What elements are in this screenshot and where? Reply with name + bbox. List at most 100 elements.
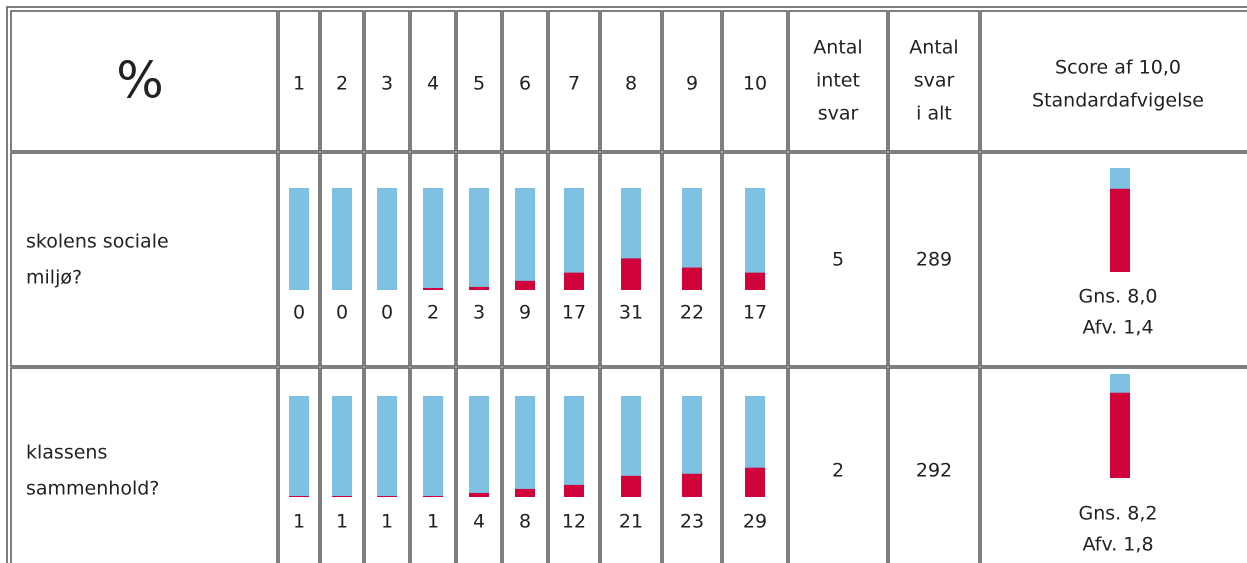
value-label: 1: [293, 511, 305, 533]
cell-border: [548, 10, 600, 152]
bar-bg: [423, 396, 443, 497]
scale-label: 8: [625, 73, 637, 95]
value-label: 1: [336, 511, 348, 533]
bar-bg: [289, 188, 309, 290]
value-label: 21: [619, 511, 643, 533]
cell-border: [548, 367, 600, 563]
value-label: 4: [473, 511, 485, 533]
score-bar: [1110, 188, 1130, 272]
scale-label: 7: [568, 73, 580, 95]
col-header: svar: [914, 70, 955, 92]
cell-border: [888, 10, 980, 152]
cell-border: [788, 367, 888, 563]
bar-bg: [515, 396, 535, 497]
row-label: klassens: [26, 442, 107, 464]
total: 292: [916, 460, 952, 482]
cell-border: [722, 10, 788, 152]
bar-bg: [469, 188, 489, 290]
cell-border: [410, 10, 456, 152]
value-label: 2: [427, 302, 439, 324]
value-label: 22: [680, 302, 704, 324]
bar-bg: [332, 188, 352, 290]
cell-border: [888, 367, 980, 563]
bar: [377, 495, 397, 497]
value-label: 31: [619, 302, 643, 324]
scale-label: 2: [336, 73, 348, 95]
bar: [682, 267, 702, 290]
value-label: 17: [743, 302, 767, 324]
cell-border: [278, 367, 320, 563]
no-answer: 2: [832, 460, 844, 482]
value-label: 12: [562, 511, 586, 533]
cell-border: [456, 152, 502, 367]
cell-border: [320, 152, 364, 367]
cell-border: [10, 10, 278, 152]
bar: [423, 287, 443, 290]
row-label: sammenhold?: [26, 478, 159, 500]
value-label: 17: [562, 302, 586, 324]
bar: [564, 272, 584, 290]
value-label: 0: [381, 302, 393, 324]
cell-border: [662, 152, 722, 367]
scale-label: 3: [381, 73, 393, 95]
bar-bg: [621, 396, 641, 497]
col-header: Score af 10,0: [1055, 57, 1181, 79]
col-header: Standardafvigelse: [1032, 90, 1204, 112]
cell-border: [788, 10, 888, 152]
bar: [515, 488, 535, 497]
scale-label: 1: [293, 73, 305, 95]
total: 289: [916, 249, 952, 271]
score-bar: [1110, 392, 1130, 478]
scale-label: 4: [427, 73, 439, 95]
scale-label: 6: [519, 73, 531, 95]
bar: [745, 467, 765, 497]
bar: [564, 484, 584, 497]
cell-border: [410, 152, 456, 367]
cell-border: [364, 367, 410, 563]
bar-bg: [332, 396, 352, 497]
col-header: Antal: [813, 37, 862, 59]
value-label: 0: [336, 302, 348, 324]
value-label: 3: [473, 302, 485, 324]
cell-border: [888, 152, 980, 367]
col-header: i alt: [916, 103, 952, 125]
value-label: 29: [743, 511, 767, 533]
bar-bg: [564, 396, 584, 497]
cell-border: [600, 367, 662, 563]
cell-border: [320, 10, 364, 152]
cell-border: [548, 152, 600, 367]
cell-border: [364, 152, 410, 367]
bar-bg: [289, 396, 309, 497]
bar-bg: [682, 396, 702, 497]
cell-border: [456, 367, 502, 563]
bar: [289, 495, 309, 497]
col-header: intet: [816, 70, 860, 92]
bar-bg: [564, 188, 584, 290]
cell-border: [980, 10, 1247, 152]
outer-border: [6, 6, 1247, 563]
cell-border: [502, 10, 548, 152]
cell-border: [10, 367, 278, 563]
cell-border: [980, 152, 1247, 367]
bar: [332, 495, 352, 497]
bar: [682, 473, 702, 497]
cell-border: [10, 152, 278, 367]
value-label: 23: [680, 511, 704, 533]
bar: [621, 475, 641, 497]
value-label: 9: [519, 302, 531, 324]
value-label: 1: [381, 511, 393, 533]
bar-bg: [377, 396, 397, 497]
bar-bg: [469, 396, 489, 497]
cell-border: [278, 10, 320, 152]
cell-border: [278, 152, 320, 367]
cell-border: [788, 152, 888, 367]
cell-border: [600, 10, 662, 152]
cell-border: [320, 367, 364, 563]
scale-label: 10: [743, 73, 767, 95]
bar: [745, 272, 765, 290]
cell-border: [410, 367, 456, 563]
cell-border: [722, 152, 788, 367]
cell-border: [722, 367, 788, 563]
mean-label: Gns. 8,0: [1079, 286, 1158, 308]
